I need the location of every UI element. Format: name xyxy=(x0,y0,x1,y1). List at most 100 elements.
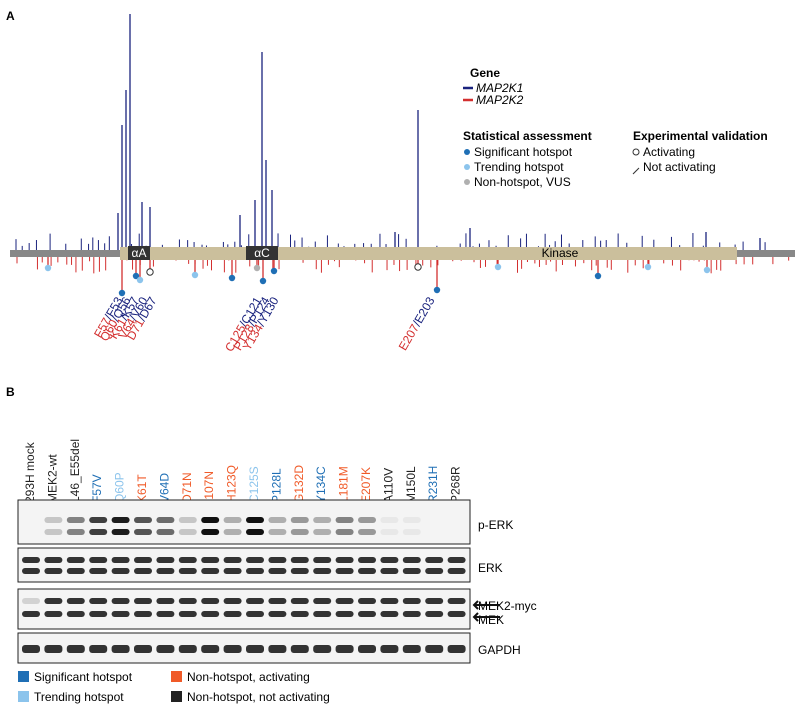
blot-frame xyxy=(17,499,471,545)
band xyxy=(156,645,175,653)
legend-swatch xyxy=(464,149,470,155)
legend-label: Non-hotspot, not activating xyxy=(187,690,330,704)
dot xyxy=(644,263,652,271)
band xyxy=(335,517,354,523)
domain-label: αC xyxy=(254,246,270,260)
lane-label: V64D xyxy=(157,473,171,503)
legend-title: Experimental validation xyxy=(633,129,768,143)
band xyxy=(290,611,309,617)
band xyxy=(268,598,287,604)
legend-swatch xyxy=(18,671,29,682)
band xyxy=(44,568,63,574)
band xyxy=(268,645,287,653)
dot xyxy=(132,272,140,280)
legend-swatch xyxy=(632,167,640,175)
band xyxy=(66,517,85,523)
band xyxy=(111,598,130,604)
band xyxy=(290,529,309,535)
dot xyxy=(44,264,52,272)
lane-labels: 293H mock MEK2-wt L46_E55del F57V Q60P K61T V6… xyxy=(23,439,463,503)
arrow xyxy=(472,600,500,622)
band xyxy=(335,611,354,617)
band xyxy=(178,598,197,604)
band xyxy=(335,529,354,535)
band xyxy=(156,568,175,574)
band xyxy=(313,645,332,653)
band xyxy=(402,611,421,617)
band xyxy=(178,557,197,563)
legend-label: Trending hotspot xyxy=(34,690,124,704)
band xyxy=(201,611,220,617)
band xyxy=(268,568,287,574)
lane-label: G132D xyxy=(292,465,306,503)
blot-label: GAPDH xyxy=(478,643,521,657)
dot xyxy=(118,289,126,297)
band xyxy=(246,557,264,563)
band xyxy=(246,517,264,523)
band xyxy=(111,611,130,617)
band xyxy=(447,557,466,563)
lane-label: Q60P xyxy=(113,472,127,503)
legend-swatch xyxy=(171,671,182,682)
band xyxy=(178,611,197,617)
band xyxy=(89,568,108,574)
band xyxy=(447,568,466,574)
band xyxy=(201,529,220,535)
band xyxy=(156,529,175,535)
band xyxy=(380,611,399,617)
band xyxy=(134,517,152,523)
lane-label: L46_E55del xyxy=(68,439,82,503)
band xyxy=(201,645,220,653)
band xyxy=(111,529,130,535)
band xyxy=(335,645,354,653)
band xyxy=(201,568,220,574)
band xyxy=(89,598,108,604)
band xyxy=(313,598,332,604)
legend-swatch xyxy=(464,164,470,170)
band xyxy=(134,645,152,653)
band xyxy=(246,598,264,604)
band xyxy=(402,529,421,535)
domain-box xyxy=(128,246,150,260)
band xyxy=(89,645,108,653)
band xyxy=(380,517,399,523)
band xyxy=(358,517,376,523)
legend-swatch xyxy=(171,691,182,702)
panel-label: A xyxy=(6,9,15,23)
lane-label: A110V xyxy=(381,468,395,503)
band xyxy=(402,645,421,653)
band xyxy=(335,568,354,574)
blot-label: ERK xyxy=(478,561,503,575)
lane-label: P268R xyxy=(449,466,463,503)
band xyxy=(22,568,40,574)
kinase-domain xyxy=(120,247,737,260)
blot-label: MEK xyxy=(478,613,504,627)
band xyxy=(447,645,466,653)
dot xyxy=(136,276,144,284)
band xyxy=(425,557,444,563)
mutation-part: /E203 xyxy=(410,294,438,328)
band xyxy=(358,611,376,617)
band xyxy=(44,598,63,604)
mutation-label: E207/E203 xyxy=(396,294,438,353)
dot xyxy=(259,277,267,285)
band xyxy=(134,611,152,617)
band xyxy=(201,598,220,604)
lane-label: C125S xyxy=(247,466,261,503)
band xyxy=(44,645,63,653)
band xyxy=(156,611,175,617)
band xyxy=(380,568,399,574)
band xyxy=(358,529,376,535)
lane-label: Y134C xyxy=(314,466,328,503)
band xyxy=(134,557,152,563)
blot-label: MEK2-myc xyxy=(478,599,537,613)
band xyxy=(402,568,421,574)
band xyxy=(223,568,242,574)
band xyxy=(134,598,152,604)
dot xyxy=(191,271,199,279)
band xyxy=(335,598,354,604)
band xyxy=(290,557,309,563)
band xyxy=(111,645,130,653)
band xyxy=(201,557,220,563)
